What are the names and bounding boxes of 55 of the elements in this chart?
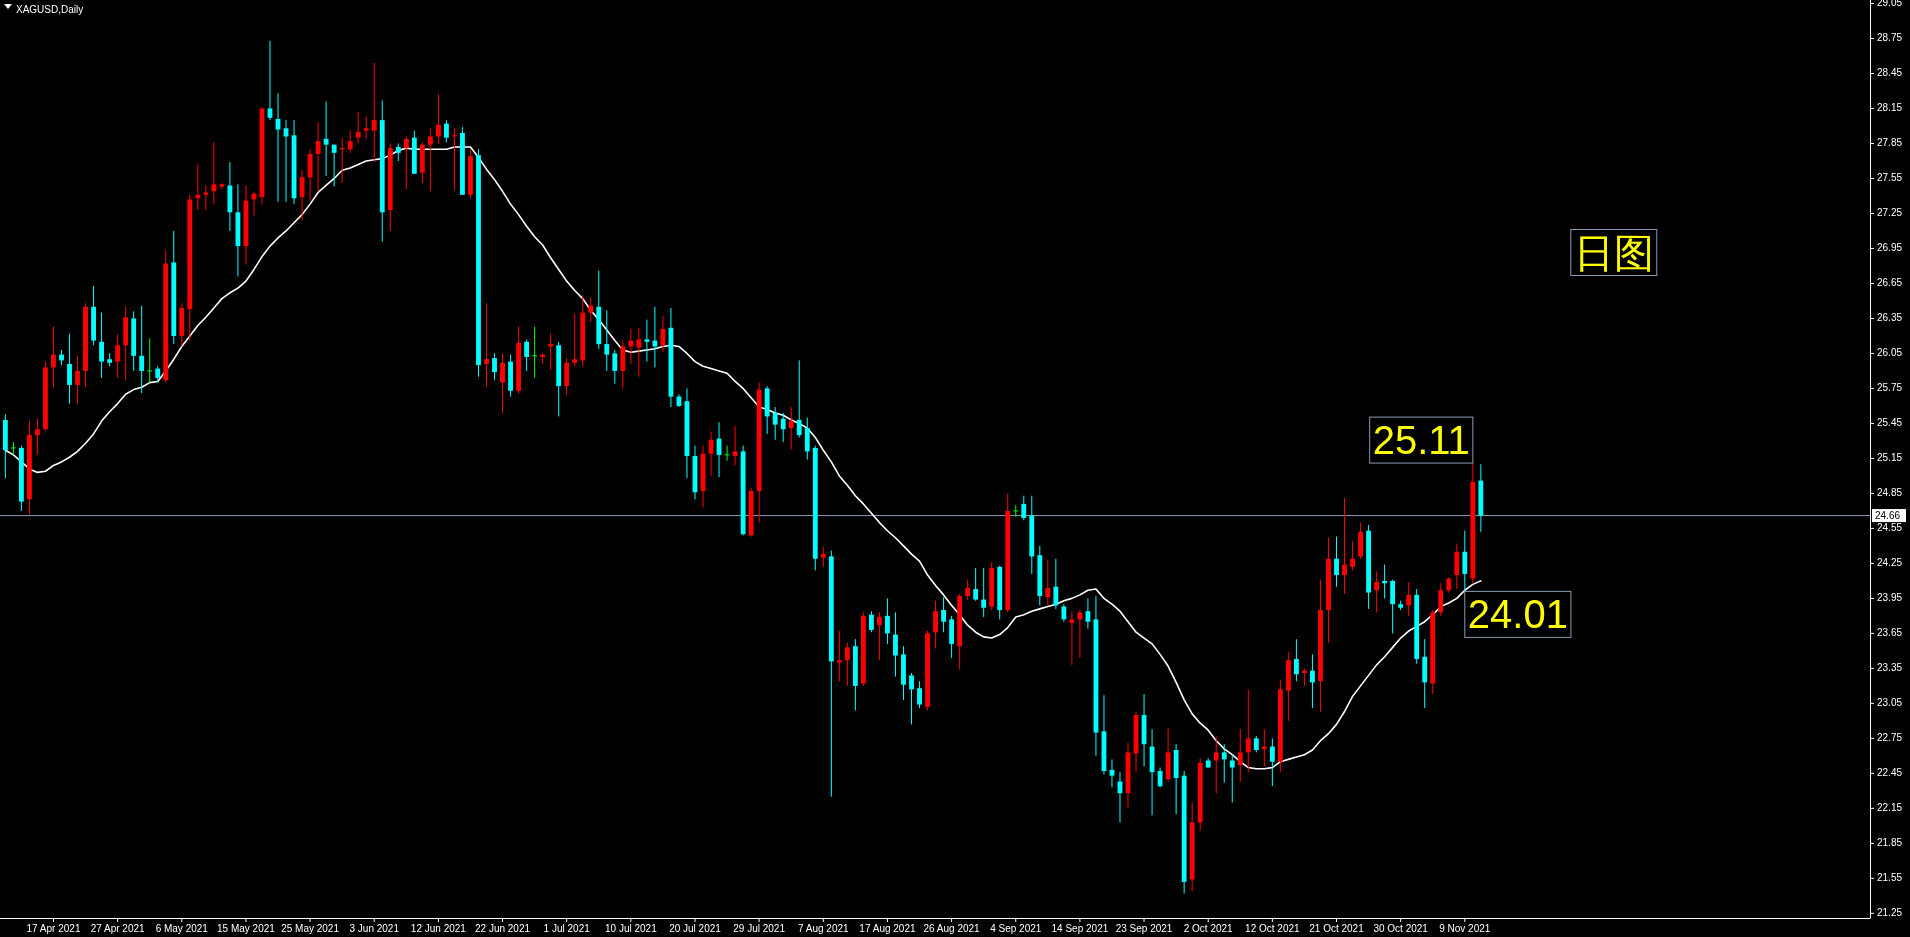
y-tick-label: 23.35 — [1877, 662, 1903, 674]
y-tick-label: 23.95 — [1877, 592, 1903, 604]
x-tick-label: 12 Jun 2021 — [410, 923, 467, 934]
y-tick-label: 25.15 — [1877, 452, 1903, 464]
x-tick-label: 17 Aug 2021 — [859, 923, 916, 934]
x-tick-label: 29 Jul 2021 — [733, 923, 786, 934]
y-tick-label: 22.15 — [1877, 801, 1903, 813]
y-tick-label: 24.25 — [1877, 557, 1903, 569]
y-tick-label: 26.05 — [1877, 347, 1903, 359]
y-tick-label: 25.75 — [1877, 382, 1903, 394]
x-tick-label: 27 Apr 2021 — [90, 923, 146, 934]
y-tick-label: 27.25 — [1877, 207, 1903, 219]
y-tick-label: 21.25 — [1877, 906, 1903, 918]
x-tick-label: 26 Aug 2021 — [923, 923, 981, 934]
chart-title: XAGUSD,Daily — [16, 3, 84, 15]
x-tick-label: 2 Oct 2021 — [1183, 923, 1234, 934]
y-tick-label: 23.65 — [1877, 627, 1903, 639]
x-tick-label: 4 Sep 2021 — [990, 923, 1042, 934]
x-tick-label: 22 Jun 2021 — [475, 923, 531, 934]
x-tick-label: 3 Jun 2021 — [349, 923, 400, 934]
y-tick-label: 28.75 — [1877, 32, 1903, 44]
x-tick-label: 15 May 2021 — [217, 923, 276, 934]
x-tick-label: 1 Jul 2021 — [543, 923, 591, 934]
x-tick-label: 17 Apr 2021 — [26, 923, 81, 934]
x-tick-label: 12 Oct 2021 — [1245, 923, 1301, 934]
x-tick-label: 10 Jul 2021 — [604, 923, 658, 934]
x-tick-label: 9 Nov 2021 — [1439, 923, 1491, 934]
y-tick-label: 24.55 — [1877, 522, 1903, 534]
y-tick-label: 21.55 — [1877, 871, 1903, 883]
x-tick-label: 25 May 2021 — [281, 923, 340, 934]
y-tick-label: 26.35 — [1877, 312, 1903, 324]
x-tick-label: 20 Jul 2021 — [669, 923, 722, 934]
y-tick-label: 29.05 — [1877, 0, 1903, 9]
x-tick-label: 30 Oct 2021 — [1373, 923, 1429, 934]
y-tick-label: 27.85 — [1877, 137, 1903, 149]
y-tick-label: 21.85 — [1877, 836, 1903, 848]
y-tick-label: 28.45 — [1877, 67, 1903, 79]
x-tick-label: 14 Sep 2021 — [1051, 923, 1109, 934]
text: 日图 — [1573, 230, 1654, 275]
y-tick-label: 25.45 — [1877, 417, 1903, 429]
x-tick-label: 6 May 2021 — [155, 923, 209, 934]
x-tick-label: 21 Oct 2021 — [1309, 923, 1365, 934]
annotation: 24.01 — [1467, 592, 1568, 637]
x-tick-label: 23 Sep 2021 — [1115, 923, 1173, 934]
annotation: 25.11 — [1372, 418, 1470, 463]
y-tick-label: 22.45 — [1877, 767, 1903, 778]
y-tick-label: 23.05 — [1877, 697, 1903, 709]
y-tick-label: 28.15 — [1877, 102, 1903, 114]
ref-line-label: 24.66 — [1875, 509, 1901, 521]
y-tick-label: 26.95 — [1877, 242, 1903, 254]
y-tick-label: 24.85 — [1877, 487, 1903, 499]
x-tick-label: 7 Aug 2021 — [797, 923, 850, 934]
y-tick-label: 27.55 — [1877, 172, 1903, 184]
y-tick-label: 22.75 — [1877, 732, 1903, 744]
y-tick-label: 26.65 — [1877, 277, 1903, 289]
